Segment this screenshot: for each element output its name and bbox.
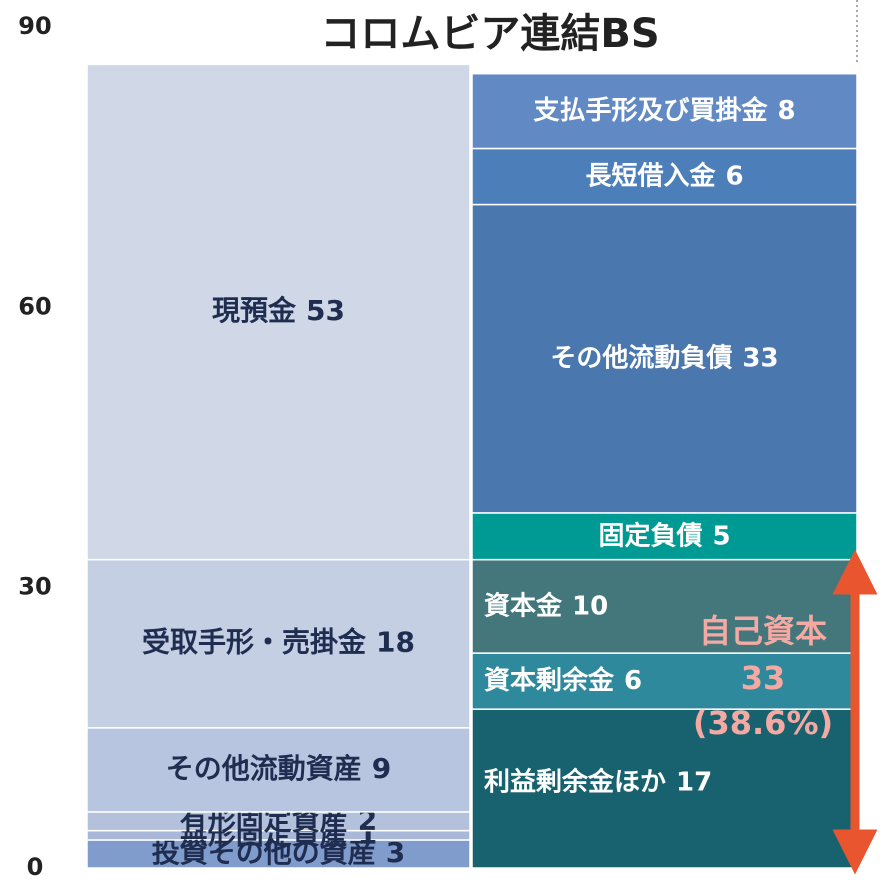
segment-name: 利益剰余金ほか	[484, 766, 666, 797]
data-label: その他流動負債 33	[550, 343, 778, 373]
segment-value: 3	[386, 836, 405, 869]
data-label: 受取手形・売掛金 18	[142, 626, 415, 659]
data-label: 資本金 10	[484, 590, 608, 621]
segment-value: 6	[624, 666, 642, 696]
segment-name: 受取手形・売掛金	[142, 626, 367, 659]
y-tick-label: 30	[18, 573, 51, 601]
data-label: 利益剰余金ほか 17	[484, 766, 712, 797]
segment	[86, 63, 471, 561]
segment-name: 支払手形及び買掛金	[533, 95, 768, 126]
segment	[86, 839, 471, 869]
segment	[471, 652, 858, 710]
segment-name: 固定負債	[598, 520, 702, 551]
annotation: 自己資本	[699, 612, 827, 650]
segment-name: 投資その他の資産	[152, 836, 376, 869]
y-tick-label: 0	[27, 853, 44, 877]
data-label: 投資その他の資産 3	[152, 836, 406, 869]
segment-name: 資本金	[484, 590, 563, 621]
segment-name: 資本剰余金	[484, 665, 615, 696]
segment-name: 長短借入金	[585, 160, 716, 191]
segment-name: その他流動資産	[166, 752, 362, 785]
data-label: 固定負債 5	[598, 520, 730, 551]
y-tick-label: 90	[18, 12, 51, 40]
data-label: その他流動資産 9	[166, 752, 392, 785]
segment-value: 8	[777, 96, 795, 126]
segment-value: 18	[376, 626, 415, 659]
segment-name: 現預金	[212, 294, 297, 327]
segment	[471, 512, 858, 561]
segment-value: 53	[306, 294, 345, 327]
data-label: 現預金 53	[212, 294, 345, 327]
y-tick-label: 60	[18, 292, 51, 320]
segment-value: 9	[372, 752, 391, 785]
annotation: 33	[741, 659, 786, 697]
annotation: (38.6%)	[693, 704, 833, 742]
data-label: 支払手形及び買掛金 8	[533, 95, 795, 126]
data-label: 資本剰余金 6	[484, 665, 642, 696]
segment-value: 17	[676, 767, 712, 797]
segment-value: 10	[572, 591, 608, 621]
data-label: 長短借入金 6	[585, 160, 743, 191]
segment	[86, 558, 471, 729]
chart-title: コロムビア連結BS	[320, 11, 659, 57]
segment-value: 5	[712, 521, 730, 551]
segment	[471, 147, 858, 206]
segment-value: 6	[725, 161, 743, 191]
segment	[86, 727, 471, 813]
segment	[471, 203, 858, 514]
segment-name: その他流動負債	[550, 343, 732, 373]
segment	[471, 72, 858, 150]
segment-value: 33	[742, 343, 778, 373]
